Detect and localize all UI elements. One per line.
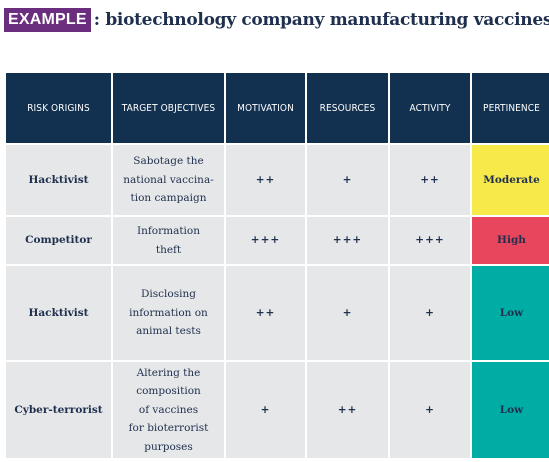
target-objective-cell: Disclosing information on animal tests: [113, 266, 224, 360]
resources-cell: +++: [307, 217, 388, 264]
risk-origin-cell: Hacktivist: [6, 145, 111, 215]
example-badge: EXAMPLE: [4, 8, 91, 32]
objective-line: animal tests: [117, 322, 220, 341]
objective-line: Altering the: [117, 364, 220, 383]
objective-line: tion campaign: [117, 189, 220, 208]
objective-line: for bioterrorist: [117, 419, 220, 438]
heading-title: : biotechnology company manufacturing va…: [94, 10, 549, 30]
objective-line: Information: [117, 222, 220, 241]
table-row: Hacktivist Disclosing information on ani…: [6, 266, 549, 360]
objective-line: Sabotage the: [117, 152, 220, 171]
example-heading: EXAMPLE : biotechnology company manufact…: [4, 7, 549, 33]
column-header-target-objectives: TARGET OBJECTIVES: [113, 73, 224, 143]
table-row: Hacktivist Sabotage the national vaccina…: [6, 145, 549, 215]
motivation-cell: +: [226, 362, 305, 458]
motivation-cell: ++: [226, 266, 305, 360]
table-header-row: RISK ORIGINS TARGET OBJECTIVES MOTIVATIO…: [6, 73, 549, 143]
pertinence-cell: Moderate: [472, 145, 549, 215]
risk-origins-table: RISK ORIGINS TARGET OBJECTIVES MOTIVATIO…: [4, 71, 549, 460]
risk-origin-cell: Cyber-terrorist: [6, 362, 111, 458]
objective-line: information on: [117, 304, 220, 323]
objective-line: theft: [117, 241, 220, 260]
pertinence-cell: Low: [472, 266, 549, 360]
resources-cell: +: [307, 145, 388, 215]
resources-cell: ++: [307, 362, 388, 458]
activity-cell: +: [390, 362, 470, 458]
objective-line: composition: [117, 382, 220, 401]
objective-line: national vaccina-: [117, 171, 220, 190]
target-objective-cell: Altering the composition of vaccines for…: [113, 362, 224, 458]
column-header-motivation: MOTIVATION: [226, 73, 305, 143]
risk-origin-cell: Hacktivist: [6, 266, 111, 360]
target-objective-cell: Information theft: [113, 217, 224, 264]
resources-cell: +: [307, 266, 388, 360]
objective-line: purposes: [117, 438, 220, 457]
pertinence-cell: Low: [472, 362, 549, 458]
motivation-cell: ++: [226, 145, 305, 215]
risk-origin-cell: Competitor: [6, 217, 111, 264]
pertinence-cell: High: [472, 217, 549, 264]
activity-cell: +++: [390, 217, 470, 264]
column-header-resources: RESOURCES: [307, 73, 388, 143]
table-row: Cyber-terrorist Altering the composition…: [6, 362, 549, 458]
objective-line: Disclosing: [117, 285, 220, 304]
objective-line: of vaccines: [117, 401, 220, 420]
column-header-pertinence: PERTINENCE: [472, 73, 549, 143]
motivation-cell: +++: [226, 217, 305, 264]
column-header-risk-origins: RISK ORIGINS: [6, 73, 111, 143]
target-objective-cell: Sabotage the national vaccina- tion camp…: [113, 145, 224, 215]
table-row: Competitor Information theft +++ +++ +++…: [6, 217, 549, 264]
activity-cell: ++: [390, 145, 470, 215]
column-header-activity: ACTIVITY: [390, 73, 470, 143]
activity-cell: +: [390, 266, 470, 360]
